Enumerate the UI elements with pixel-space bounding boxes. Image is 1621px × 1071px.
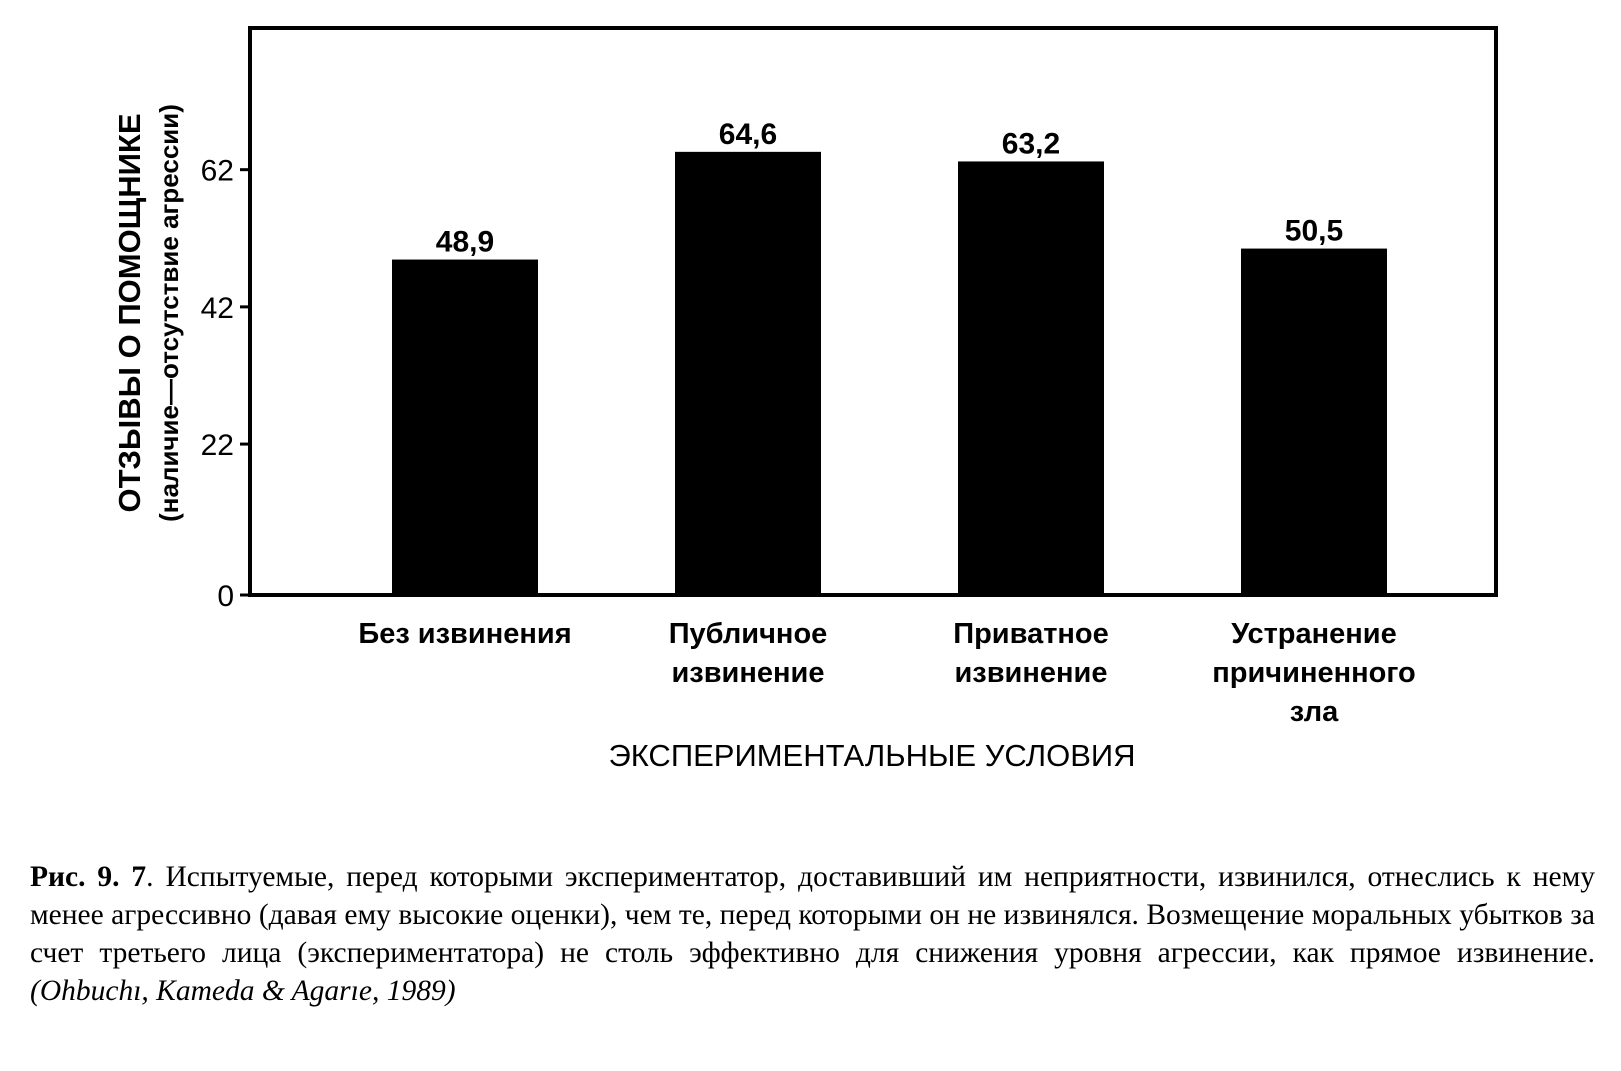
bar bbox=[1241, 248, 1387, 595]
bar bbox=[675, 151, 821, 595]
bars bbox=[392, 151, 1387, 595]
bar-value-label: 48,9 bbox=[436, 226, 494, 259]
bar bbox=[958, 161, 1104, 595]
value-labels: 48,9 64,6 63,2 50,5 bbox=[436, 118, 1343, 259]
y-tick-label: 62 bbox=[201, 155, 234, 188]
plot-frame bbox=[248, 26, 1498, 597]
x-category-label: извинение bbox=[954, 657, 1107, 689]
bar-value-label: 50,5 bbox=[1285, 215, 1343, 248]
bar-value-label: 63,2 bbox=[1002, 127, 1060, 160]
y-tick-label: 42 bbox=[201, 292, 234, 325]
x-category-label: причиненного bbox=[1212, 657, 1416, 689]
bar-value-label: 64,6 bbox=[719, 118, 777, 151]
y-axis-title: ОТЗЫВЫ О ПОМОЩНИКЕ bbox=[112, 113, 147, 512]
y-tick-label: 22 bbox=[201, 429, 234, 462]
caption-citation: (Ohbuchı, Kameda & Agarıe, 1989) bbox=[30, 975, 456, 1007]
y-axis-subtitle: (наличие—отсутствие агрессии) bbox=[154, 104, 184, 522]
bar bbox=[392, 259, 538, 595]
x-category-label: Публичное bbox=[669, 618, 828, 650]
y-axis-ticks: 0 22 42 62 bbox=[201, 155, 250, 613]
y-tick-label: 0 bbox=[217, 580, 234, 613]
x-category-label: Без извинения bbox=[358, 618, 571, 650]
x-axis-labels: Без извинения Публичное извинение Приватное… bbox=[358, 618, 1415, 728]
caption-figure-label: Рис. 9. 7 bbox=[30, 861, 147, 893]
x-category-label: Приватное bbox=[953, 618, 1109, 650]
figure-caption: Рис. 9. 7. Испытуемые, перед которыми эк… bbox=[30, 858, 1595, 1010]
x-category-label: Устранение bbox=[1231, 618, 1397, 650]
bar-chart: 0 22 42 62 48,9 64,6 63,2 50,5 Без извинения Пу… bbox=[112, 26, 1498, 773]
x-category-label: извинение bbox=[671, 657, 824, 689]
caption-text: . Испытуемые, перед которыми эксперимент… bbox=[30, 861, 1595, 969]
x-axis-title: ЭКСПЕРИМЕНТАЛЬНЫЕ УСЛОВИЯ bbox=[608, 738, 1135, 773]
x-category-label: зла bbox=[1290, 696, 1339, 728]
